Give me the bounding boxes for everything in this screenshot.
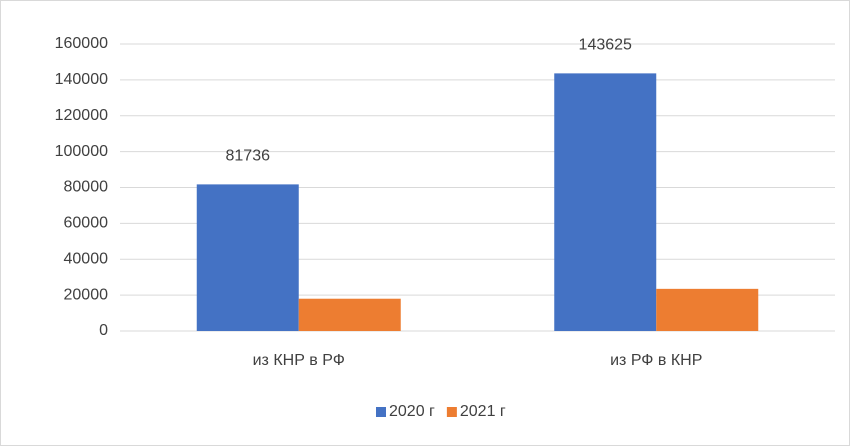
y-tick-label: 100000 bbox=[55, 143, 108, 160]
bar bbox=[298, 298, 401, 331]
y-tick-label: 80000 bbox=[64, 179, 109, 196]
bar bbox=[656, 288, 759, 331]
y-tick-label: 40000 bbox=[64, 250, 109, 267]
data-label: 81736 bbox=[226, 148, 271, 165]
legend-label: 2021 г bbox=[460, 403, 506, 420]
y-tick-label: 140000 bbox=[55, 71, 108, 88]
y-tick-label: 120000 bbox=[55, 107, 108, 124]
data-label: 143625 bbox=[579, 37, 632, 54]
legend-label: 2020 г bbox=[389, 403, 435, 420]
y-tick-label: 60000 bbox=[64, 215, 109, 232]
y-tick-label: 20000 bbox=[64, 286, 109, 303]
bar bbox=[554, 73, 657, 332]
x-tick-label: из РФ в КНР bbox=[610, 352, 702, 369]
legend-swatch bbox=[376, 407, 386, 417]
legend-swatch bbox=[446, 407, 457, 417]
bar bbox=[196, 184, 299, 331]
y-tick-label: 0 bbox=[99, 322, 108, 339]
x-tick-label: из КНР в РФ bbox=[253, 352, 345, 369]
y-tick-label: 160000 bbox=[55, 35, 108, 52]
